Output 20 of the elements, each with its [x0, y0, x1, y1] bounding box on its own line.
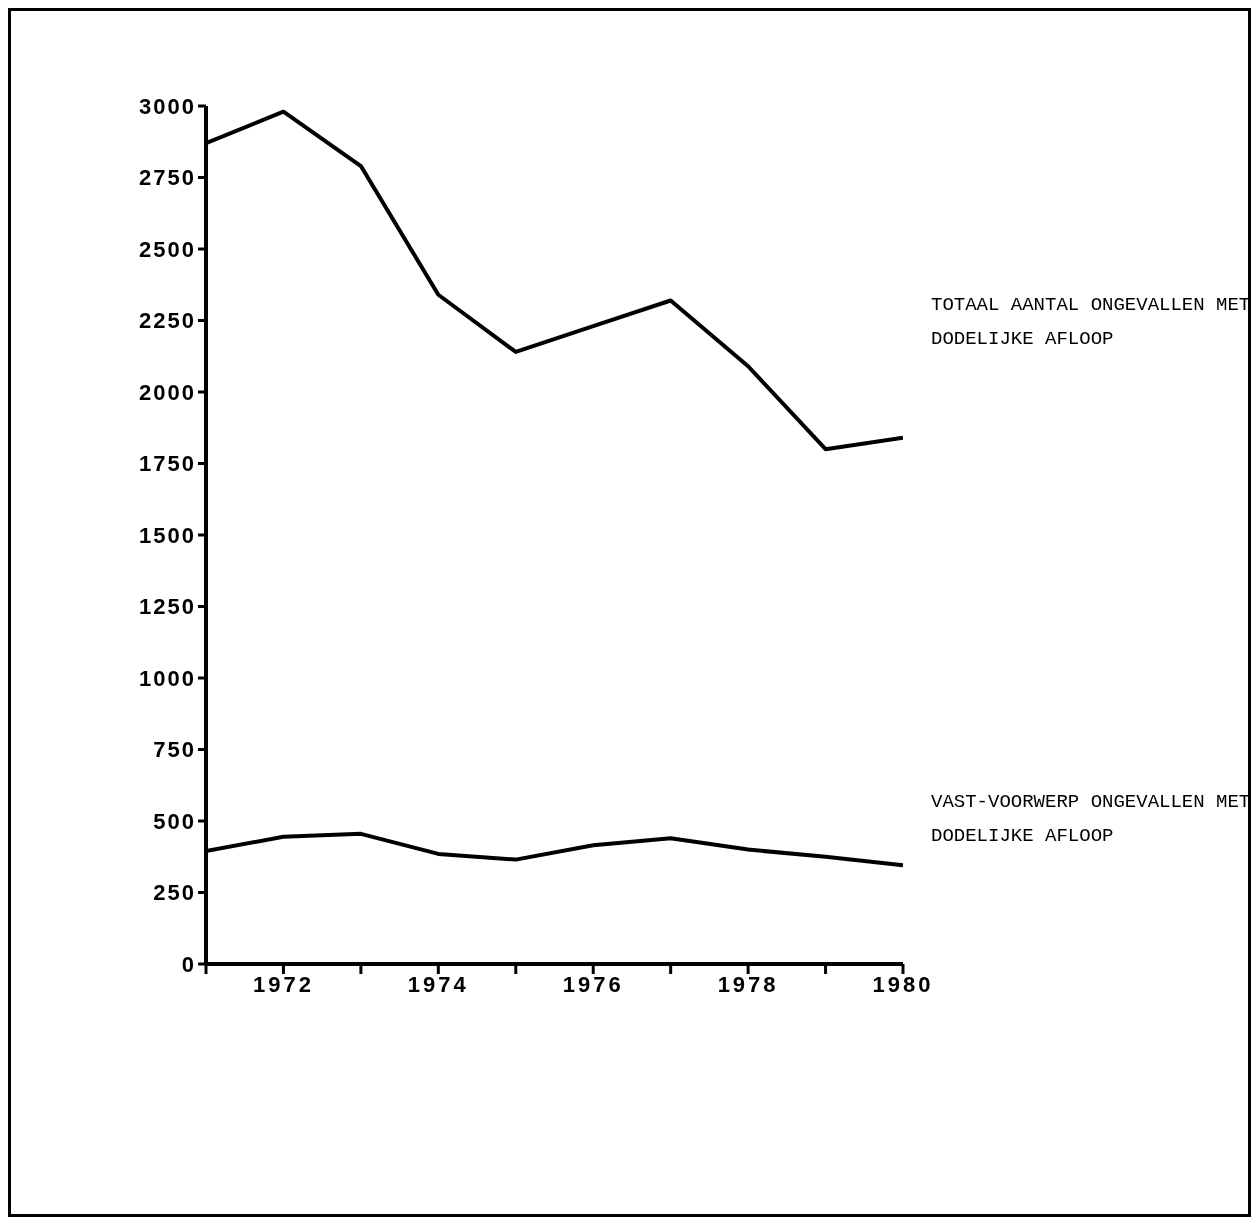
y-tick-label: 1500 — [139, 522, 196, 548]
y-tick-label: 1250 — [139, 594, 196, 620]
y-tick-label: 750 — [153, 737, 196, 763]
y-tick-label: 500 — [153, 808, 196, 834]
text: TOTAAL AANTAL ONGEVALLEN MET DODELIJKE AFLOOP — [931, 292, 1252, 352]
y-tick-label: 0 — [181, 951, 196, 977]
x-tick-label: 1976 — [562, 971, 624, 997]
x-tick-label: 1980 — [872, 971, 934, 997]
y-tick-label: 1750 — [139, 451, 196, 477]
y-tick-label: 2000 — [139, 379, 196, 405]
series-label: VAST-VOORWERP ONGEVALLEN MET DODELIJKE AFLOOP — [931, 790, 1252, 850]
y-tick-label: 250 — [153, 880, 196, 906]
y-tick-label: 1000 — [139, 665, 196, 691]
x-tick-label: 1978 — [717, 971, 779, 997]
y-tick-label: 2250 — [139, 308, 196, 334]
y-tick-label: 2750 — [139, 165, 196, 191]
x-tick-label: 1972 — [252, 971, 314, 997]
x-tick-label: 1974 — [407, 971, 469, 997]
y-tick-label: 3000 — [139, 93, 196, 119]
y-tick-label: 2500 — [139, 236, 196, 262]
